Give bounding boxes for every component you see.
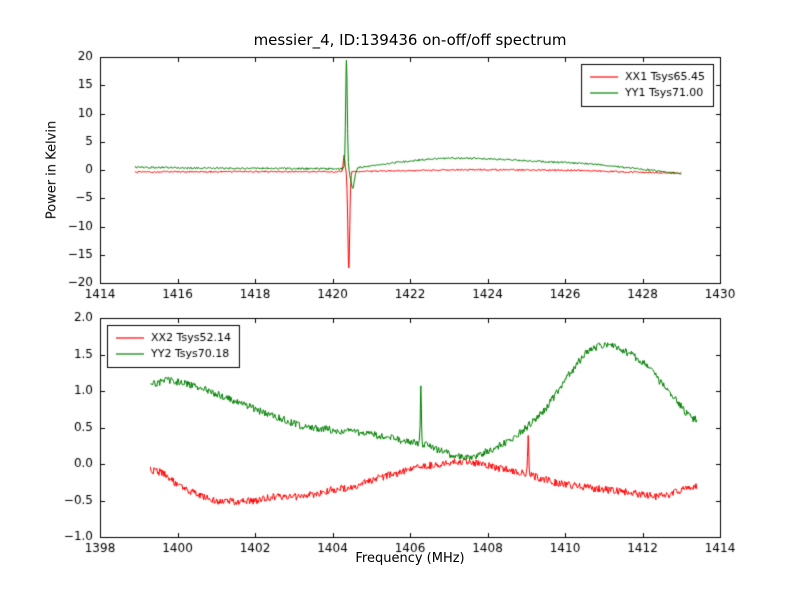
x-axis-label: Frequency (MHz) (355, 551, 465, 566)
y-axis-label: Power in Kelvin (44, 120, 60, 220)
chart-title: messier_4, ID:139436 on-off/off spectrum (253, 31, 567, 49)
